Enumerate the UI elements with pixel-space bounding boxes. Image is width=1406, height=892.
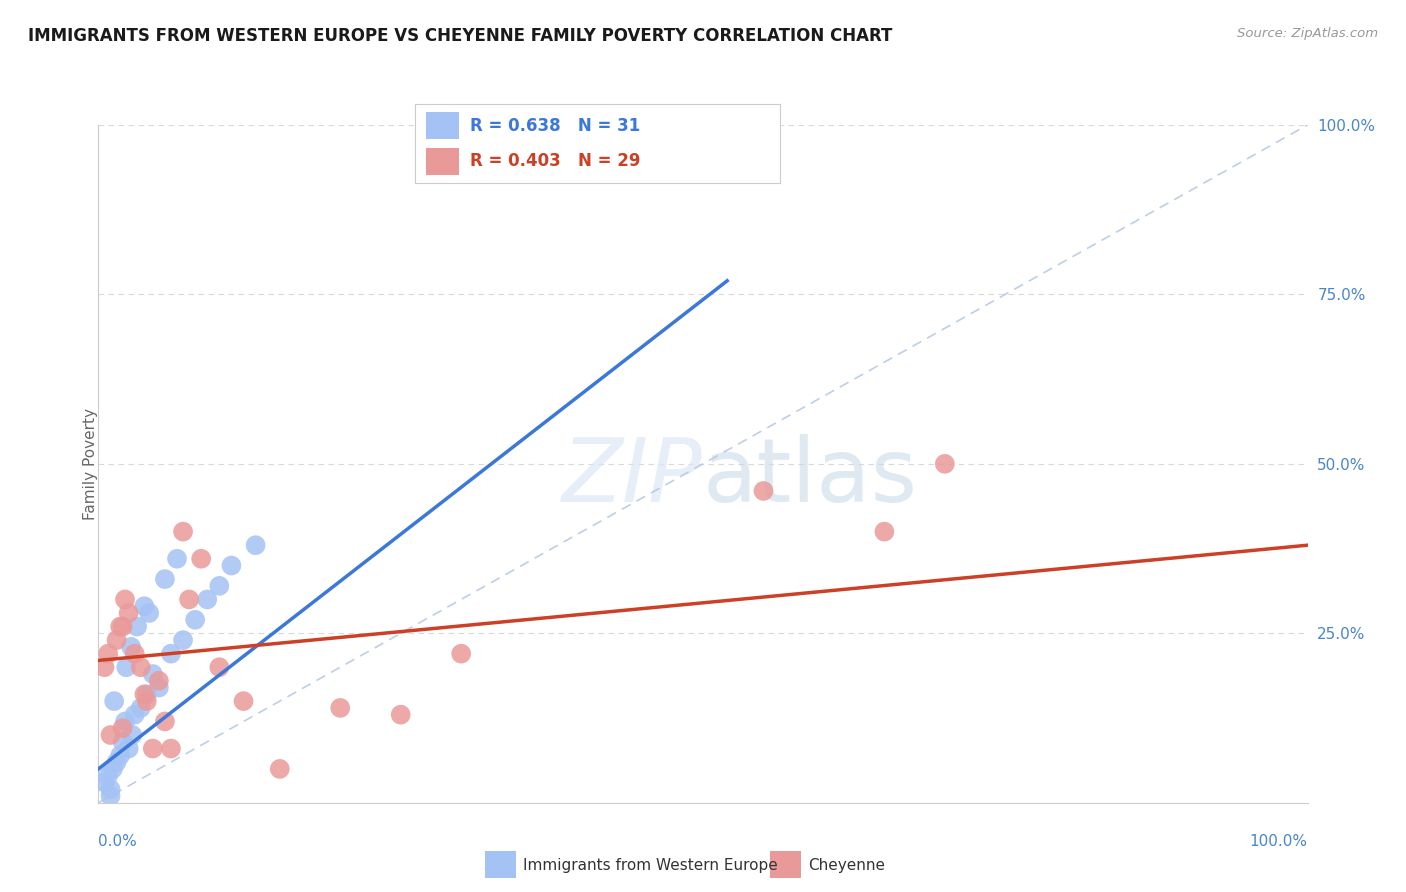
Point bbox=[873, 524, 896, 539]
Point bbox=[108, 748, 131, 763]
Point bbox=[100, 789, 122, 803]
Point bbox=[195, 592, 218, 607]
Point bbox=[934, 457, 956, 471]
Point bbox=[160, 647, 183, 661]
Point bbox=[111, 721, 134, 735]
Point bbox=[153, 572, 176, 586]
Point bbox=[138, 606, 160, 620]
Point bbox=[120, 640, 142, 654]
Point bbox=[752, 483, 775, 498]
Point bbox=[153, 714, 176, 729]
Point bbox=[160, 741, 183, 756]
Point bbox=[450, 647, 472, 661]
Text: R = 0.403   N = 29: R = 0.403 N = 29 bbox=[470, 152, 640, 169]
Point bbox=[100, 728, 122, 742]
Point bbox=[142, 741, 165, 756]
Point bbox=[108, 619, 131, 633]
Point bbox=[101, 762, 124, 776]
Point bbox=[135, 687, 157, 701]
Point bbox=[232, 694, 254, 708]
Point bbox=[134, 599, 156, 614]
Point bbox=[105, 633, 128, 648]
Point bbox=[190, 551, 212, 566]
Point bbox=[124, 647, 146, 661]
Point bbox=[105, 755, 128, 769]
Point bbox=[124, 707, 146, 722]
Point bbox=[111, 619, 134, 633]
Point bbox=[148, 673, 170, 688]
Point bbox=[389, 707, 412, 722]
Point bbox=[114, 592, 136, 607]
Point bbox=[118, 741, 141, 756]
FancyBboxPatch shape bbox=[426, 148, 458, 175]
Point bbox=[100, 782, 122, 797]
Point bbox=[184, 613, 207, 627]
Text: ZIP: ZIP bbox=[562, 434, 703, 520]
Point bbox=[127, 619, 149, 633]
Text: 100.0%: 100.0% bbox=[1250, 834, 1308, 849]
Text: Cheyenne: Cheyenne bbox=[808, 858, 886, 872]
FancyBboxPatch shape bbox=[426, 112, 458, 139]
Point bbox=[93, 660, 115, 674]
Text: R = 0.638   N = 31: R = 0.638 N = 31 bbox=[470, 117, 640, 135]
Point bbox=[97, 647, 120, 661]
Point bbox=[329, 701, 352, 715]
Point bbox=[115, 660, 138, 674]
Point bbox=[129, 660, 152, 674]
Point bbox=[93, 775, 115, 789]
Text: Source: ZipAtlas.com: Source: ZipAtlas.com bbox=[1237, 27, 1378, 40]
Point bbox=[142, 667, 165, 681]
Point bbox=[269, 762, 291, 776]
Point bbox=[172, 633, 194, 648]
Point bbox=[166, 551, 188, 566]
Point bbox=[221, 558, 243, 573]
Point bbox=[118, 606, 141, 620]
Text: IMMIGRANTS FROM WESTERN EUROPE VS CHEYENNE FAMILY POVERTY CORRELATION CHART: IMMIGRANTS FROM WESTERN EUROPE VS CHEYEN… bbox=[28, 27, 893, 45]
Point bbox=[134, 687, 156, 701]
Point bbox=[97, 769, 120, 783]
Text: 0.0%: 0.0% bbox=[98, 834, 138, 849]
Point bbox=[103, 694, 125, 708]
Y-axis label: Family Poverty: Family Poverty bbox=[83, 408, 97, 520]
Point bbox=[121, 728, 143, 742]
Point bbox=[179, 592, 201, 607]
Text: atlas: atlas bbox=[703, 434, 918, 521]
Point bbox=[208, 660, 231, 674]
Point bbox=[114, 714, 136, 729]
Point bbox=[245, 538, 267, 552]
Point bbox=[172, 524, 194, 539]
Text: Immigrants from Western Europe: Immigrants from Western Europe bbox=[523, 858, 778, 872]
Point bbox=[208, 579, 231, 593]
Point bbox=[129, 701, 152, 715]
Point bbox=[111, 735, 134, 749]
Point bbox=[135, 694, 157, 708]
Point bbox=[148, 681, 170, 695]
